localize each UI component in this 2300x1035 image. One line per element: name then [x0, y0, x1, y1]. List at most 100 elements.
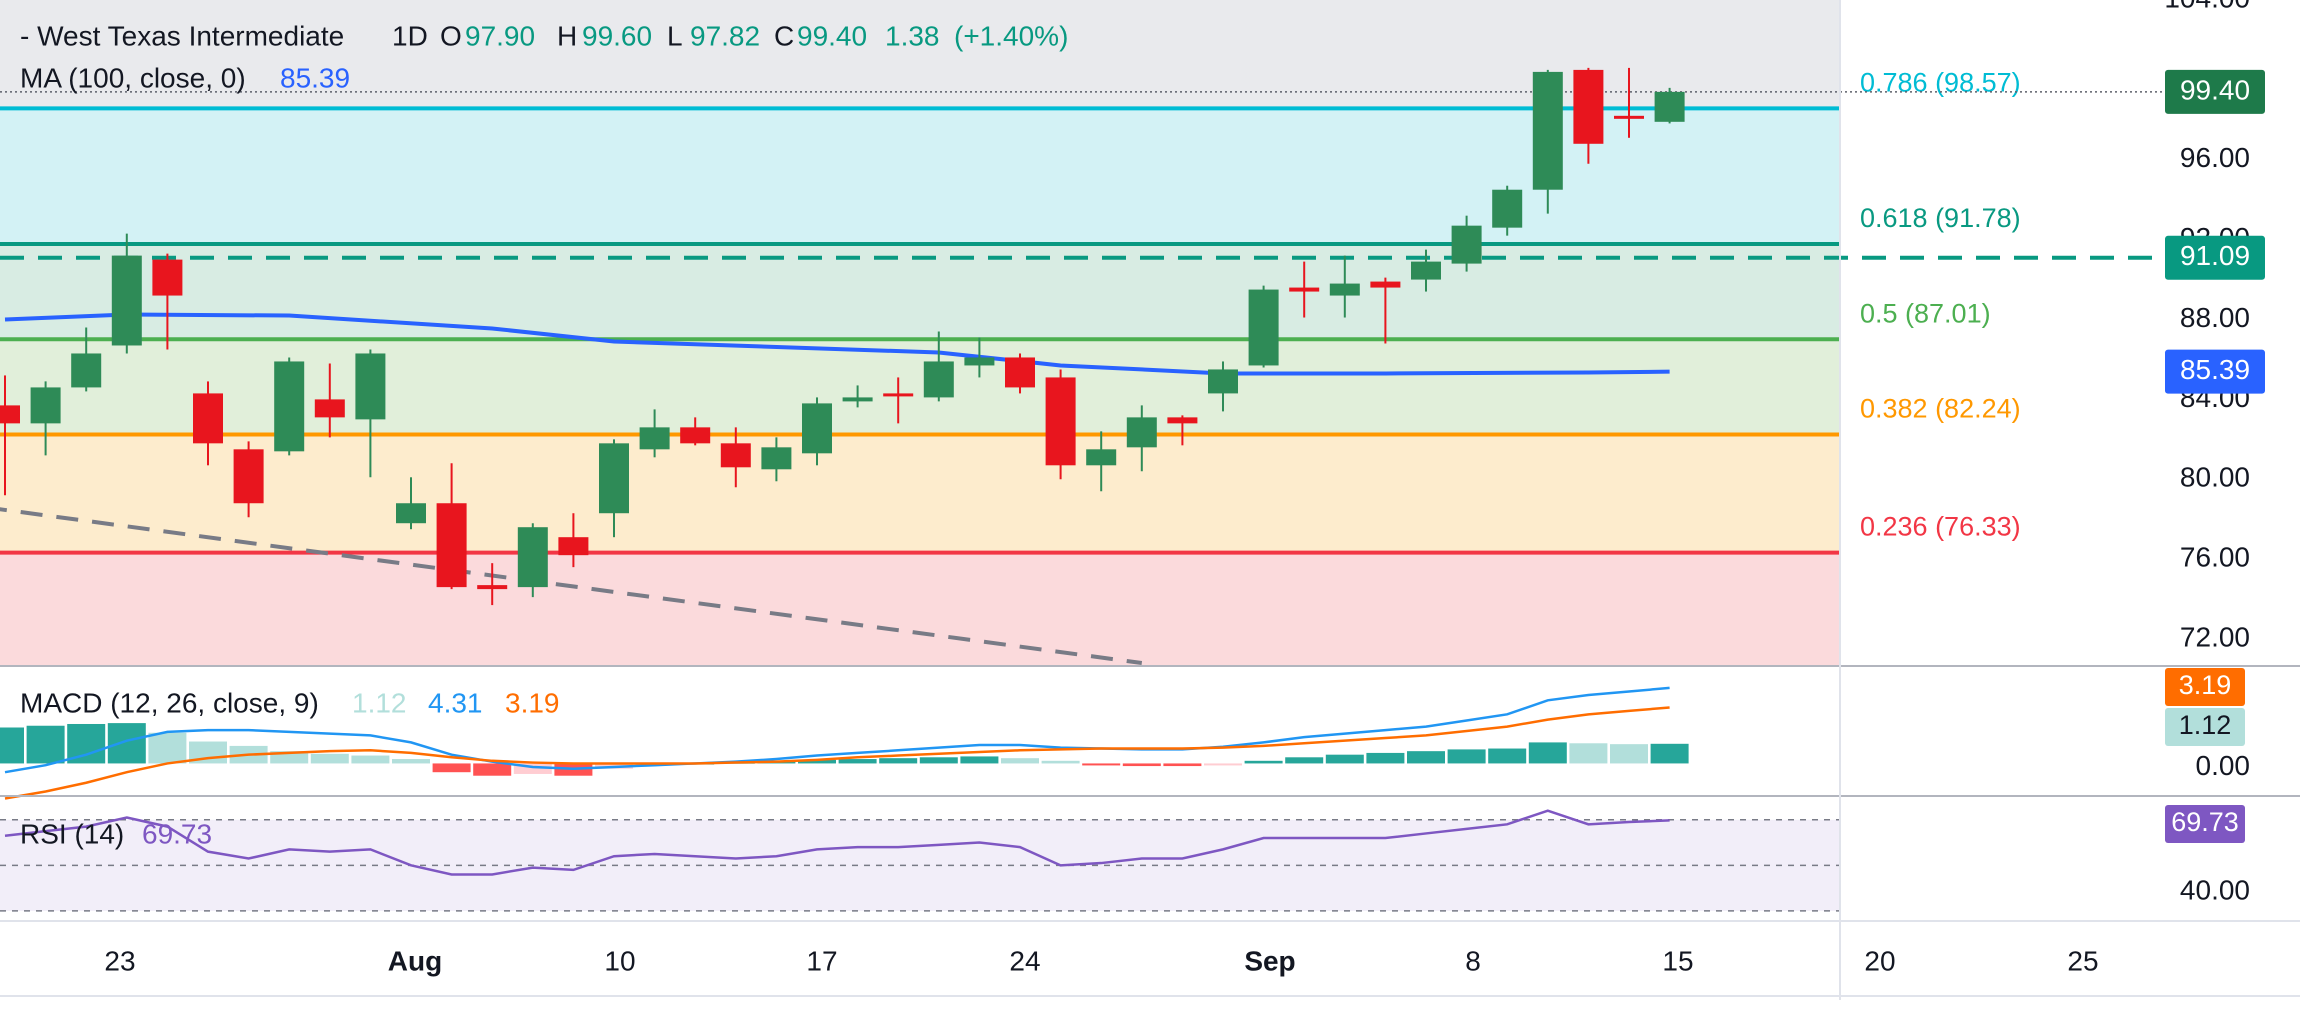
macd-hist-bar	[1366, 752, 1405, 764]
header-text-9: 99.40	[797, 20, 867, 51]
candle-body	[274, 361, 305, 452]
macd-hist-bar	[513, 763, 552, 774]
fib-label-0.382: 0.382 (82.24)	[1860, 394, 2021, 424]
time-tick-label: 23	[104, 945, 135, 976]
fib-zone-2	[0, 244, 1840, 340]
time-tick-label: 17	[806, 945, 837, 976]
macd-hist-bar	[879, 758, 918, 764]
candle-body	[71, 353, 102, 388]
macd-legend-signal: 3.19	[505, 687, 560, 718]
rsi-line	[4, 809, 1670, 876]
header-text-1: 1D	[392, 20, 428, 51]
candle-body	[1289, 287, 1320, 292]
candle-body	[1654, 91, 1685, 122]
header-text-8: C	[774, 20, 794, 51]
candle-body	[355, 353, 386, 420]
macd-hist-bar	[310, 753, 349, 764]
fib-zone-4	[0, 434, 1840, 553]
last-price-badge	[2165, 69, 2265, 114]
price-tick-label: 80.00	[2180, 462, 2250, 493]
candle-body	[1167, 417, 1198, 424]
ma-legend-label: MA (100, close, 0)	[20, 62, 246, 93]
macd-hist-bar	[960, 756, 999, 764]
candle-body	[842, 397, 873, 402]
candle-body	[111, 255, 142, 346]
candle-body	[599, 443, 629, 514]
candle-body	[0, 405, 20, 424]
price-tick-label: 72.00	[2180, 621, 2250, 652]
macd-hist-bar	[1163, 763, 1202, 767]
ma-legend-value: 85.39	[280, 62, 350, 93]
candle-body	[314, 399, 345, 418]
macd-hist-bar	[432, 763, 471, 773]
fib-zone-3	[0, 339, 1840, 435]
candle-body	[30, 387, 61, 424]
candle-body	[436, 503, 467, 588]
candle-body	[1411, 261, 1441, 280]
candle-body	[1532, 71, 1563, 190]
macd-hist-bar	[107, 723, 146, 764]
macd-hist-bar	[1244, 760, 1283, 764]
macd-hist-bar	[1407, 751, 1445, 764]
macd-hist-bar	[1488, 748, 1527, 764]
candle-body	[923, 361, 954, 398]
macd-line	[4, 686, 1670, 774]
header-text-4: H	[557, 20, 577, 51]
support-badge-text: 91.09	[2180, 240, 2250, 271]
macd-hist-bar	[473, 763, 512, 776]
candle-body	[558, 537, 589, 556]
candle-body	[680, 427, 711, 444]
price-tick-label: 76.00	[2180, 542, 2250, 573]
candle-body	[517, 527, 548, 588]
price-tick-label: 104.00	[2164, 0, 2250, 13]
candle-body	[964, 357, 995, 366]
macd-hist-bar	[148, 732, 187, 764]
macd-hist-bar	[1650, 743, 1689, 764]
fib-label-0.618: 0.618 (91.78)	[1860, 203, 2021, 233]
price-tick-label: 96.00	[2180, 142, 2250, 173]
macd-hist-bar	[1569, 743, 1608, 764]
macd-hist-bar	[0, 727, 24, 764]
time-tick-label: 10	[604, 945, 635, 976]
candle-body	[1126, 417, 1157, 448]
candle-body	[883, 393, 914, 397]
macd-hist-bar	[1447, 749, 1486, 764]
candle-body	[396, 503, 426, 524]
macd-tick-label: 0.00	[2196, 750, 2251, 781]
candle-body	[1614, 115, 1644, 119]
header-text-2: O	[440, 20, 462, 51]
macd-hist-bar	[1001, 758, 1039, 764]
price-axis-bg	[1840, 0, 2300, 1030]
candle-body	[720, 443, 751, 468]
rsi-badge	[2165, 805, 2245, 843]
macd-hist-bar	[1285, 757, 1324, 764]
candle-body	[193, 393, 223, 444]
candle-body	[1329, 283, 1360, 296]
macd-hist-badge-text: 1.12	[2179, 710, 2232, 740]
candle-body	[1451, 225, 1482, 264]
macd-hist-bar	[919, 757, 958, 764]
macd-hist-bar	[1204, 763, 1242, 766]
time-tick-label: Sep	[1244, 945, 1295, 976]
ma-badge	[2165, 349, 2265, 394]
header-text-7: 97.82	[690, 20, 760, 51]
candle-body	[1573, 69, 1604, 144]
time-tick-label: Aug	[388, 945, 442, 976]
fib-label-0.786: 0.786 (98.57)	[1860, 68, 2021, 98]
candle-body	[1208, 369, 1238, 394]
macd-hist-bar	[1325, 754, 1364, 764]
macd-signal-badge-text: 3.19	[2179, 670, 2232, 700]
time-tick-label: 25	[2067, 945, 2098, 976]
macd-hist-bar	[1082, 763, 1121, 766]
candle-body	[1370, 281, 1401, 288]
macd-signal-badge	[2165, 668, 2245, 706]
candle-body	[1492, 189, 1523, 228]
macd-hist-bar	[1528, 742, 1567, 764]
macd-legend-hist: 1.12	[352, 687, 407, 718]
candle-body	[1005, 357, 1035, 388]
macd-hist-bar	[26, 725, 65, 764]
candle-body	[761, 447, 792, 470]
rsi-band	[0, 819, 1840, 911]
